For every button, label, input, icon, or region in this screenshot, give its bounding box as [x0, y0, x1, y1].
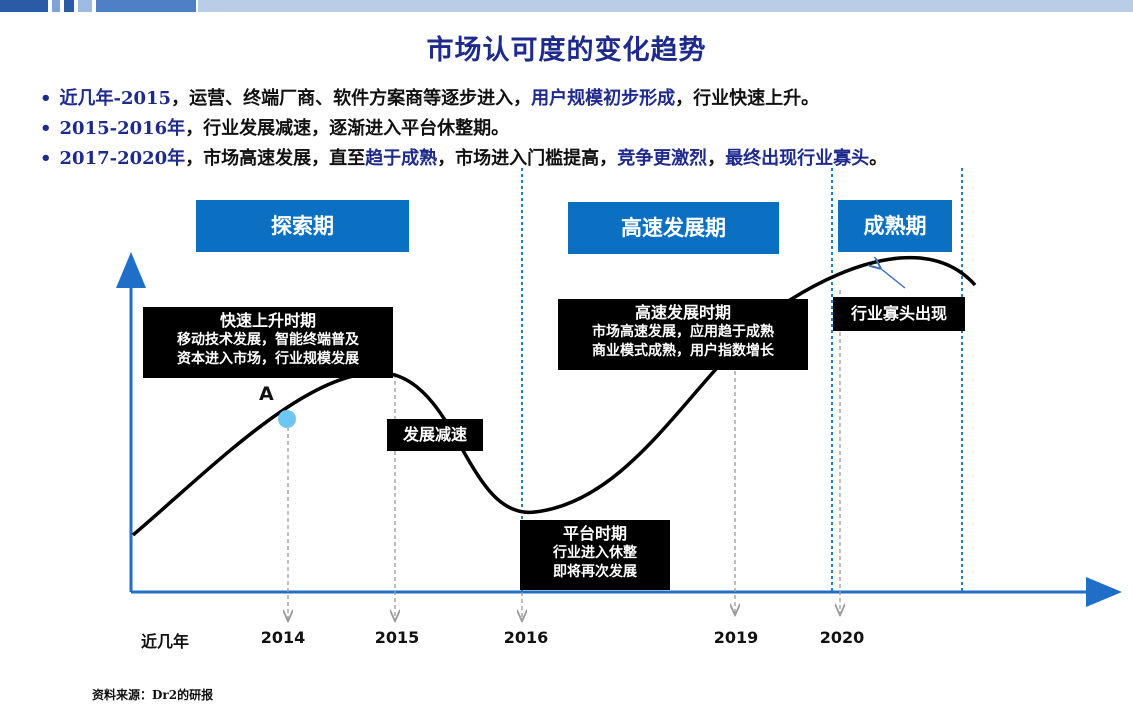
bullet-dot-icon: • — [40, 88, 52, 109]
bullet-list: • 近几年-2015，运营、终端厂商、软件方案商等逐步进入，用户规模初步形成，行业… — [40, 84, 1130, 174]
note-fast-rise-line1: 移动技术发展，智能终端普及 — [177, 332, 359, 348]
bullet-dot-icon: • — [40, 118, 52, 139]
bullet-3-segment-4: ，市场进入门槛提高， — [437, 148, 618, 169]
note-rapid-period-line1: 市场高速发展，应用趋于成熟 — [592, 324, 774, 340]
x-tick-2020: 2020 — [819, 628, 865, 647]
bullet-1-segment-3: 用户规模初步形成 — [531, 88, 676, 109]
stage-explore: 探索期 — [196, 200, 409, 252]
x-tick-2014: 2014 — [260, 628, 306, 647]
bullet-3-segment-2: ，市场高速发展，直至 — [185, 148, 366, 169]
x-tick-2019: 2019 — [713, 628, 759, 647]
bullet-1-segment-2: ，运营、终端厂商、软件方案商等逐步进入， — [171, 88, 532, 109]
source-note: 资料来源：Dr2的研报 — [92, 688, 214, 702]
point-a-marker — [278, 410, 296, 428]
bullet-3-segment-7: 最终出现行业寡头 — [725, 148, 870, 169]
note-platform-heading: 平台时期 — [562, 524, 627, 543]
note-fast-rise-heading: 快速上升时期 — [219, 311, 316, 330]
note-rapid-period-line2: 商业模式成熟，用户指数增长 — [592, 343, 774, 359]
bullet-3-segment-5: 竞争更激烈 — [617, 148, 708, 169]
note-fast-rise-line2: 资本进入市场，行业规模发展 — [177, 351, 359, 367]
stage-rapid: 高速发展期 — [568, 202, 779, 254]
note-oligopoly: 行业寡头出现 — [833, 297, 965, 331]
bullet-item-3: • 2017-2020年，市场高速发展，直至趋于成熟，市场进入门槛提高，竞争更激烈… — [40, 144, 1130, 174]
bullet-3-segment-1: 2017-2020年 — [59, 148, 186, 169]
bullet-1-segment-4: ，行业快速上升。 — [675, 88, 820, 109]
bullet-item-2: • 2015-2016年，行业发展减速，逐渐进入平台休整期。 — [40, 114, 1130, 144]
bullet-1-segment-1: 近几年-2015 — [59, 88, 172, 109]
note-platform-line2: 即将再次发展 — [553, 564, 637, 580]
point-a-label: A — [259, 383, 274, 405]
page-title: 市场认可度的变化趋势 — [426, 35, 707, 66]
note-rapid-period: 高速发展时期 市场高速发展，应用趋于成熟 商业模式成熟，用户指数增长 — [558, 299, 808, 370]
note-platform: 平台时期 行业进入休整 即将再次发展 — [520, 520, 670, 590]
x-origin-label: 近几年 — [140, 632, 190, 651]
bullet-2-segment-2: ，行业发展减速，逐渐进入平台休整期。 — [185, 118, 510, 139]
bullet-3-segment-6: ， — [707, 148, 726, 169]
bullet-dot-icon: • — [40, 148, 52, 169]
stage-mature: 成熟期 — [838, 200, 952, 252]
bullet-3-segment-8: 。 — [869, 148, 888, 169]
trend-curve — [131, 255, 977, 537]
bullet-2-segment-1: 2015-2016年 — [59, 118, 186, 139]
bullet-3-segment-3: 趋于成熟 — [365, 148, 438, 169]
note-rapid-period-heading: 高速发展时期 — [634, 303, 731, 322]
note-fast-rise: 快速上升时期 移动技术发展，智能终端普及 资本进入市场，行业规模发展 — [143, 307, 393, 378]
oligopoly-pointer-arrow — [880, 268, 906, 289]
note-slowdown: 发展减速 — [387, 419, 483, 451]
x-tick-2015: 2015 — [374, 628, 420, 647]
x-tick-2016: 2016 — [503, 628, 549, 647]
note-platform-line1: 行业进入休整 — [553, 545, 637, 561]
bullet-item-1: • 近几年-2015，运营、终端厂商、软件方案商等逐步进入，用户规模初步形成，行业… — [40, 84, 1130, 114]
top-decor-bar — [0, 0, 1133, 12]
